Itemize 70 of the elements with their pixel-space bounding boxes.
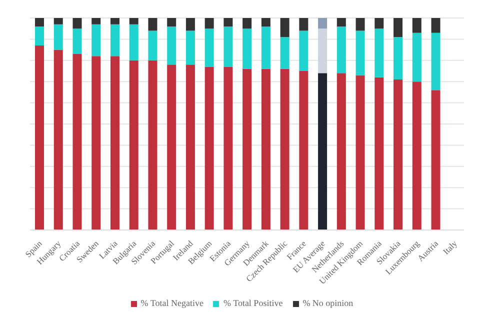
bar: [299, 18, 308, 31]
bar: [92, 56, 101, 230]
bar: [242, 68, 252, 230]
bar: [336, 26, 346, 74]
bar: [224, 18, 233, 26]
bar: [35, 26, 44, 46]
bar: [394, 37, 403, 80]
bar: [318, 28, 328, 74]
bar: [299, 30, 308, 71]
bar: [110, 24, 120, 56]
bar: [54, 24, 63, 50]
bar: [167, 26, 176, 65]
bar: [336, 73, 346, 230]
bar: [431, 90, 440, 230]
bar: [242, 18, 252, 29]
bar: [356, 30, 365, 76]
legend-label: % Total Negative: [140, 298, 204, 308]
bar: [394, 79, 403, 230]
bar: [224, 26, 233, 67]
bar: [336, 18, 346, 26]
bar: [92, 18, 101, 24]
bar: [92, 24, 101, 56]
bar: [280, 18, 290, 38]
bar: [167, 64, 176, 230]
bar: [72, 54, 82, 230]
legend-label: % No opinion: [302, 298, 354, 308]
bar: [110, 18, 120, 24]
bar: [412, 18, 422, 33]
bar: [224, 66, 233, 230]
bar: [72, 18, 82, 29]
bar: [412, 32, 422, 82]
x-tick-label: Italy: [440, 238, 460, 256]
bar: [72, 28, 82, 54]
bar: [148, 18, 158, 31]
bar: [356, 18, 365, 31]
bar: [412, 82, 422, 230]
bar: [261, 26, 270, 69]
legend-label: % Total Positive: [223, 298, 283, 308]
bar: [129, 24, 138, 60]
bar: [148, 30, 158, 60]
bar: [242, 28, 252, 69]
bar: [129, 18, 138, 24]
bar: [299, 71, 308, 230]
bar: [394, 18, 403, 38]
bar: [35, 46, 44, 230]
bar: [261, 68, 270, 230]
bar: [204, 18, 214, 29]
bar: [280, 68, 290, 230]
bar: [204, 28, 214, 67]
bar: [129, 60, 138, 230]
bar: [110, 56, 120, 230]
bar: [374, 18, 384, 29]
bar: [431, 32, 440, 90]
bar: [167, 18, 176, 26]
bar: [54, 18, 63, 24]
bar: [356, 75, 365, 230]
bar: [318, 18, 328, 29]
bar: [186, 30, 195, 65]
bar: [374, 77, 384, 230]
bar: [280, 37, 290, 69]
bar: [54, 50, 63, 230]
bar: [318, 73, 328, 230]
bar: [204, 66, 214, 230]
bar: [374, 28, 384, 78]
bar: [431, 18, 440, 33]
bar: [186, 18, 195, 31]
bar: [35, 18, 44, 26]
bar: [261, 18, 270, 26]
bar: [186, 64, 195, 230]
bar: [148, 60, 158, 230]
